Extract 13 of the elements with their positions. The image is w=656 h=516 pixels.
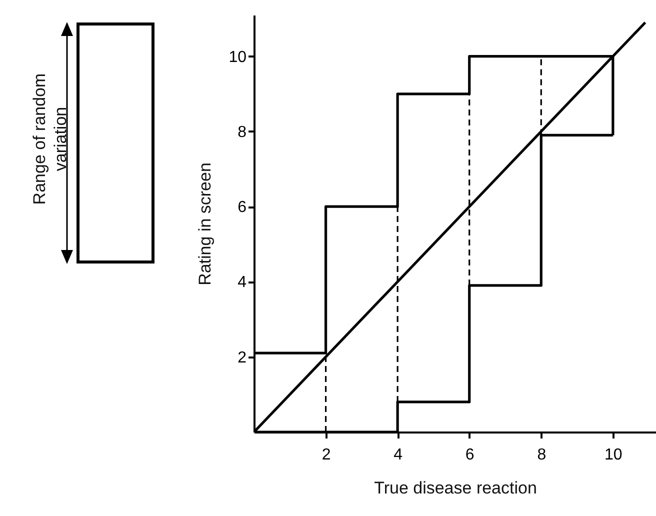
x-tick-label: 4: [394, 446, 403, 464]
x-tick-label: 10: [604, 446, 622, 464]
x-axis-title: True disease reaction: [374, 478, 537, 498]
y-tick-label: 10: [228, 48, 247, 66]
y-tick-label: 6: [238, 199, 247, 216]
y-tick-label: 2: [238, 349, 247, 366]
text: Range of random variation: [29, 72, 71, 207]
y-tick-label: 8: [238, 124, 247, 141]
x-tick-label: 2: [322, 446, 331, 464]
y-tick-label: 4: [238, 274, 247, 292]
x-tick-label: 8: [537, 446, 546, 464]
x-tick-label: 6: [465, 446, 474, 464]
y-axis-title: Rating in screen: [196, 162, 215, 286]
